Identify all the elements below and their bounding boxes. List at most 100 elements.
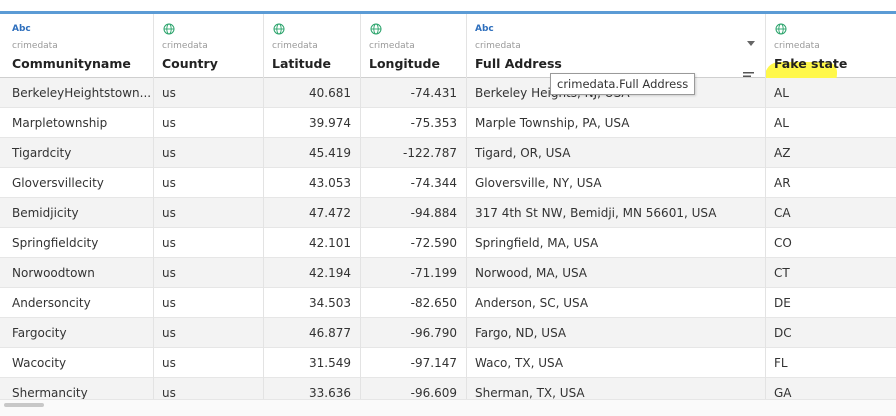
- cell-communityname[interactable]: Norwoodtown: [0, 258, 154, 288]
- column-header-longitude[interactable]: crimedata Longitude: [361, 14, 467, 78]
- cell-text: 43.053: [309, 176, 351, 190]
- column-header-country[interactable]: crimedata Country: [154, 14, 264, 78]
- cell-country[interactable]: us: [154, 138, 264, 168]
- table-row[interactable]: Tigardcity us 45.419 -122.787 Tigard, OR, US…: [0, 138, 896, 168]
- column-source: crimedata: [369, 41, 415, 51]
- cell-text: 42.101: [309, 236, 351, 250]
- cell-text: us: [162, 116, 176, 130]
- cell-latitude[interactable]: 33.636: [264, 378, 361, 399]
- cell-text: Gloversvillecity: [12, 176, 104, 190]
- cell-longitude[interactable]: -96.790: [361, 318, 467, 348]
- cell-communityname[interactable]: Wacocity: [0, 348, 154, 378]
- cell-latitude[interactable]: 40.681: [264, 78, 361, 108]
- table-row[interactable]: Andersoncity us 34.503 -82.650 Anderson, SC,…: [0, 288, 896, 318]
- table-row[interactable]: Norwoodtown us 42.194 -71.199 Norwood, MA, U…: [0, 258, 896, 288]
- cell-longitude[interactable]: -75.353: [361, 108, 467, 138]
- cell-full-address[interactable]: Sherman, TX, USA: [467, 378, 766, 399]
- column-header-communityname[interactable]: Abc crimedata Communityname: [0, 14, 154, 78]
- horizontal-scrollbar-track[interactable]: [0, 399, 896, 416]
- cell-longitude[interactable]: -94.884: [361, 198, 467, 228]
- column-header-fake-state[interactable]: crimedata Fake state: [766, 14, 896, 78]
- cell-longitude[interactable]: -74.431: [361, 78, 467, 108]
- cell-fake-state[interactable]: DC: [766, 318, 896, 348]
- cell-country[interactable]: us: [154, 378, 264, 399]
- cell-country[interactable]: us: [154, 198, 264, 228]
- cell-longitude[interactable]: -82.650: [361, 288, 467, 318]
- cell-full-address[interactable]: 317 4th St NW, Bemidji, MN 56601, USA: [467, 198, 766, 228]
- cell-communityname[interactable]: Gloversvillecity: [0, 168, 154, 198]
- cell-country[interactable]: us: [154, 228, 264, 258]
- cell-full-address[interactable]: Gloversville, NY, USA: [467, 168, 766, 198]
- cell-communityname[interactable]: Tigardcity: [0, 138, 154, 168]
- column-header-latitude[interactable]: crimedata Latitude: [264, 14, 361, 78]
- cell-latitude[interactable]: 46.877: [264, 318, 361, 348]
- cell-longitude[interactable]: -96.609: [361, 378, 467, 399]
- table-row[interactable]: Gloversvillecity us 43.053 -74.344 Gloversvi…: [0, 168, 896, 198]
- cell-fake-state[interactable]: FL: [766, 348, 896, 378]
- column-name: Country: [162, 56, 218, 71]
- cell-country[interactable]: us: [154, 78, 264, 108]
- cell-fake-state[interactable]: AZ: [766, 138, 896, 168]
- table-row[interactable]: Shermancity us 33.636 -96.609 Sherman, TX, U…: [0, 378, 896, 399]
- cell-country[interactable]: us: [154, 258, 264, 288]
- cell-full-address[interactable]: Marple Township, PA, USA: [467, 108, 766, 138]
- cell-text: BerkeleyHeightstown...: [12, 86, 152, 100]
- column-header-full-address[interactable]: Abc crimedata Full Address: [467, 14, 766, 81]
- cell-country[interactable]: us: [154, 288, 264, 318]
- cell-full-address[interactable]: Tigard, OR, USA: [467, 138, 766, 168]
- cell-fake-state[interactable]: AL: [766, 108, 896, 138]
- cell-latitude[interactable]: 43.053: [264, 168, 361, 198]
- cell-longitude[interactable]: -72.590: [361, 228, 467, 258]
- cell-full-address[interactable]: Springfield, MA, USA: [467, 228, 766, 258]
- cell-fake-state[interactable]: GA: [766, 378, 896, 399]
- cell-fake-state[interactable]: AL: [766, 78, 896, 108]
- cell-fake-state[interactable]: DE: [766, 288, 896, 318]
- cell-fake-state[interactable]: AR: [766, 168, 896, 198]
- cell-country[interactable]: us: [154, 318, 264, 348]
- cell-communityname[interactable]: Shermancity: [0, 378, 154, 399]
- cell-full-address[interactable]: Fargo, ND, USA: [467, 318, 766, 348]
- cell-communityname[interactable]: Bemidjicity: [0, 198, 154, 228]
- table-row[interactable]: Wacocity us 31.549 -97.147 Waco, TX, USA FL: [0, 348, 896, 378]
- table-row[interactable]: Fargocity us 46.877 -96.790 Fargo, ND, USA DC: [0, 318, 896, 348]
- table-row[interactable]: BerkeleyHeightstown... us 40.681 -74.431 Ber…: [0, 78, 896, 108]
- cell-longitude[interactable]: -74.344: [361, 168, 467, 198]
- cell-latitude[interactable]: 34.503: [264, 288, 361, 318]
- cell-latitude[interactable]: 31.549: [264, 348, 361, 378]
- cell-fake-state[interactable]: CT: [766, 258, 896, 288]
- cell-communityname[interactable]: Fargocity: [0, 318, 154, 348]
- cell-text: AZ: [774, 146, 791, 160]
- cell-longitude[interactable]: -97.147: [361, 348, 467, 378]
- cell-country[interactable]: us: [154, 168, 264, 198]
- cell-communityname[interactable]: Springfieldcity: [0, 228, 154, 258]
- cell-latitude[interactable]: 45.419: [264, 138, 361, 168]
- cell-communityname[interactable]: Marpletownship: [0, 108, 154, 138]
- table-row[interactable]: Marpletownship us 39.974 -75.353 Marple Town…: [0, 108, 896, 138]
- table-row[interactable]: Springfieldcity us 42.101 -72.590 Springfiel…: [0, 228, 896, 258]
- globe-icon: [273, 23, 285, 35]
- cell-latitude[interactable]: 47.472: [264, 198, 361, 228]
- cell-country[interactable]: us: [154, 108, 264, 138]
- cell-full-address[interactable]: Norwood, MA, USA: [467, 258, 766, 288]
- chevron-down-icon[interactable]: [747, 41, 755, 46]
- cell-full-address[interactable]: Anderson, SC, USA: [467, 288, 766, 318]
- cell-longitude[interactable]: -71.199: [361, 258, 467, 288]
- cell-fake-state[interactable]: CO: [766, 228, 896, 258]
- cell-longitude[interactable]: -122.787: [361, 138, 467, 168]
- horizontal-scrollbar-thumb[interactable]: [4, 403, 44, 407]
- cell-text: CT: [774, 266, 790, 280]
- table-row[interactable]: Bemidjicity us 47.472 -94.884 317 4th St NW,…: [0, 198, 896, 228]
- cell-latitude[interactable]: 42.194: [264, 258, 361, 288]
- cell-communityname[interactable]: Andersoncity: [0, 288, 154, 318]
- cell-latitude[interactable]: 39.974: [264, 108, 361, 138]
- cell-full-address[interactable]: Waco, TX, USA: [467, 348, 766, 378]
- cell-latitude[interactable]: 42.101: [264, 228, 361, 258]
- cell-text: Fargocity: [12, 326, 67, 340]
- cell-country[interactable]: us: [154, 348, 264, 378]
- cell-fake-state[interactable]: CA: [766, 198, 896, 228]
- cell-text: us: [162, 236, 176, 250]
- cell-text: CA: [774, 206, 791, 220]
- cell-communityname[interactable]: BerkeleyHeightstown...: [0, 78, 154, 108]
- column-source: crimedata: [475, 41, 521, 51]
- cell-text: -122.787: [403, 146, 457, 160]
